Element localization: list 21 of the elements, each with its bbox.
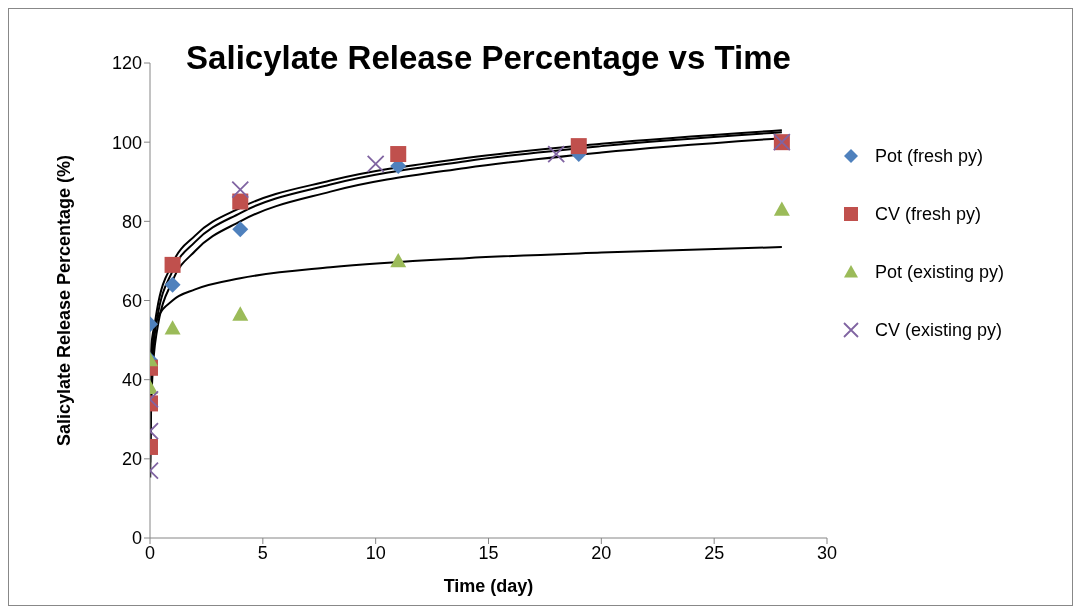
y-tick-label: 40: [121, 370, 142, 391]
legend-label: Pot (fresh py): [875, 145, 984, 167]
x-tick-label: 20: [591, 542, 612, 563]
x-tick-label: 25: [704, 542, 725, 563]
legend-label: Pot (existing py): [875, 261, 1005, 283]
legend-label: CV (fresh py): [875, 203, 982, 225]
y-tick-label: 60: [121, 290, 142, 311]
y-axis-title: Salicylate Release Percentage (%): [54, 154, 75, 447]
y-tick-label: 120: [111, 53, 142, 74]
x-tick-label: 30: [816, 542, 838, 563]
y-tick-label: 80: [121, 211, 142, 232]
y-tick-label: 100: [111, 132, 142, 153]
x-axis-title: Time (day): [443, 576, 534, 596]
chart-title: Salicylate Release Percentage vs Time: [185, 39, 792, 77]
y-tick-label: 20: [121, 449, 142, 470]
x-tick-label: 15: [478, 542, 499, 563]
x-tick-label: 0: [144, 542, 156, 563]
legend-label: CV (existing py): [875, 319, 1003, 341]
y-tick-label: 0: [131, 528, 142, 549]
x-tick-label: 10: [365, 542, 386, 563]
x-tick-label: 5: [257, 542, 268, 563]
